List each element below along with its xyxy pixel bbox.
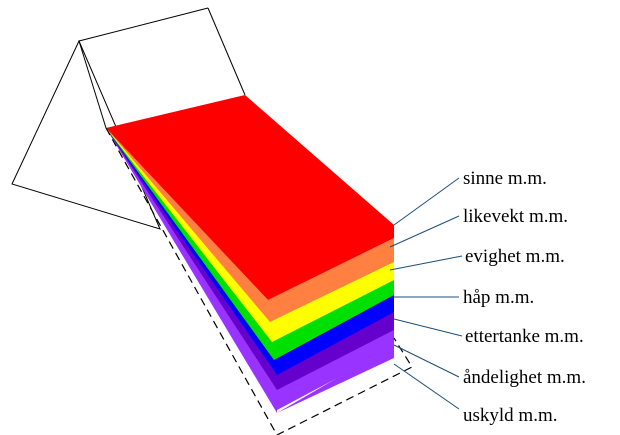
leader-line-sinne: [393, 177, 460, 226]
label-uskyld: uskyld m.m.: [463, 405, 557, 426]
leader-line-ettertanke: [393, 318, 463, 337]
leader-line-andelighet: [393, 344, 460, 378]
label-hap: håp m.m.: [463, 287, 534, 308]
leader-line-evighet: [389, 255, 463, 271]
leader-line-likevekt: [389, 215, 460, 248]
prism-front-edge: [78, 40, 107, 129]
label-evighet: evighet m.m.: [465, 246, 565, 267]
label-andelighet: åndelighet m.m.: [463, 367, 586, 388]
prism-top-ridge: [78, 7, 209, 42]
label-likevekt: likevekt m.m.: [463, 206, 568, 227]
prism-back-edge: [207, 7, 246, 96]
band-violet: [106, 128, 394, 410]
leader-line-uskyld: [393, 363, 460, 410]
label-ettertanke: ettertanke m.m.: [465, 326, 584, 347]
dashed-base-outline: [105, 127, 413, 435]
band-red-top: [106, 95, 394, 300]
band-orange: [106, 128, 394, 322]
label-sinne: sinne m.m.: [463, 168, 547, 189]
band-indigo: [106, 128, 394, 390]
